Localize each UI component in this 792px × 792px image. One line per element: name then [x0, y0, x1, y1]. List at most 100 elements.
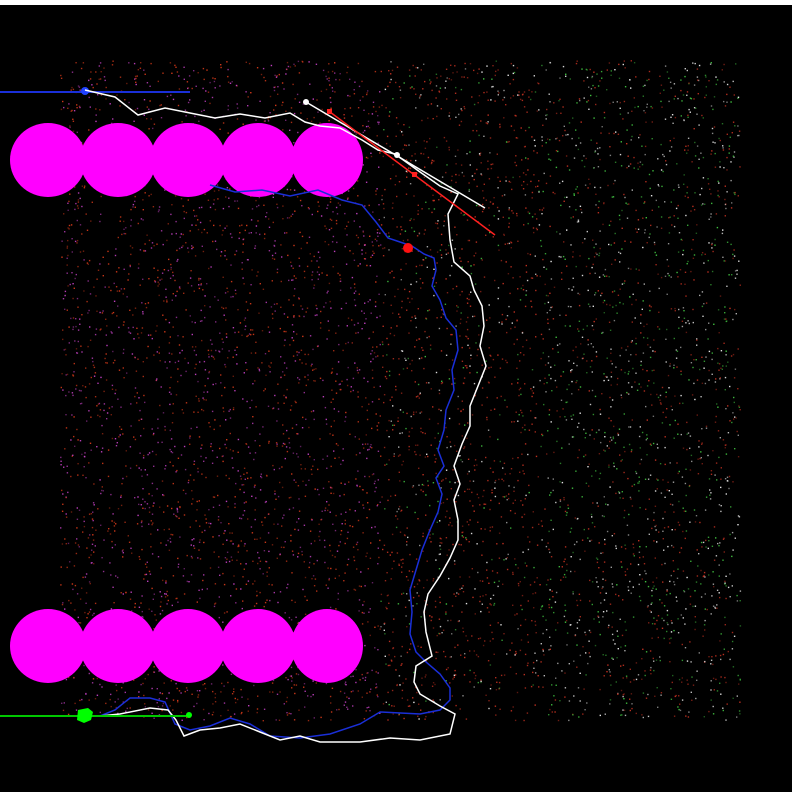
particle — [225, 307, 227, 309]
particle — [183, 445, 186, 448]
particle — [418, 595, 420, 597]
particle — [357, 236, 359, 239]
particle — [201, 206, 203, 209]
particle — [676, 366, 678, 368]
particle — [405, 678, 407, 680]
particle — [660, 227, 663, 229]
particle — [629, 163, 632, 165]
particle — [526, 712, 529, 714]
particle — [709, 63, 712, 65]
particle — [616, 312, 618, 314]
particle — [501, 321, 503, 323]
particle — [415, 93, 417, 95]
particle — [352, 690, 354, 692]
particle — [432, 194, 434, 196]
particle — [440, 108, 442, 110]
particle — [383, 394, 386, 396]
particle — [493, 408, 496, 410]
particle — [383, 247, 386, 249]
particle — [670, 87, 672, 89]
particle — [589, 366, 592, 368]
particle — [347, 317, 350, 319]
particle — [700, 583, 702, 585]
particle — [375, 671, 377, 673]
particle — [78, 86, 81, 88]
particle — [564, 604, 566, 606]
particle — [595, 204, 597, 206]
particle — [610, 376, 613, 378]
particle — [724, 260, 727, 262]
particle — [535, 227, 538, 230]
particle — [723, 81, 725, 83]
particle — [720, 676, 722, 678]
particle — [131, 247, 134, 249]
particle — [345, 342, 347, 345]
particle — [204, 193, 206, 195]
particle — [635, 228, 637, 230]
particle — [564, 416, 566, 418]
particle — [498, 92, 500, 94]
particle — [122, 701, 124, 703]
particle — [84, 452, 86, 454]
particle — [68, 326, 70, 328]
particle — [533, 174, 535, 176]
particle — [369, 235, 371, 237]
particle — [597, 615, 599, 617]
particle — [649, 443, 652, 445]
particle — [288, 508, 291, 511]
particle — [104, 357, 106, 360]
particle — [478, 325, 480, 327]
particle — [732, 549, 734, 551]
particle — [122, 552, 124, 554]
particle — [311, 363, 313, 365]
particle — [321, 108, 323, 111]
particle — [419, 278, 422, 280]
particle — [449, 517, 451, 519]
particle — [729, 136, 731, 138]
particle — [61, 373, 63, 375]
particle — [428, 208, 430, 210]
particle — [604, 375, 607, 378]
particle — [187, 251, 190, 253]
particle — [338, 456, 340, 459]
particle — [226, 287, 228, 289]
particle — [429, 615, 431, 617]
particle — [326, 455, 329, 457]
particle — [703, 574, 705, 577]
particle — [609, 675, 612, 677]
particle — [448, 577, 450, 580]
particle — [156, 243, 158, 245]
particle — [269, 112, 271, 114]
particle — [94, 698, 97, 700]
particle — [298, 621, 300, 624]
particle — [453, 444, 456, 447]
particle — [83, 466, 85, 468]
particle — [77, 463, 79, 465]
particle — [641, 308, 643, 310]
particle — [517, 382, 519, 384]
particle — [88, 410, 90, 412]
particle — [155, 453, 157, 456]
particle — [244, 543, 246, 545]
particle — [521, 332, 524, 334]
particle — [571, 289, 573, 291]
particle — [297, 377, 299, 379]
particle — [411, 86, 413, 88]
particle — [622, 118, 624, 120]
particle — [292, 507, 295, 509]
particle — [701, 442, 703, 444]
particle — [222, 122, 225, 124]
particle — [491, 631, 493, 634]
particle — [60, 566, 62, 568]
particle — [265, 374, 267, 376]
particle — [408, 435, 410, 437]
particle — [468, 524, 470, 526]
particle — [598, 567, 600, 569]
particle — [523, 576, 526, 579]
particle — [585, 432, 587, 434]
particle — [715, 213, 718, 215]
particle — [378, 293, 380, 295]
particle — [450, 488, 452, 490]
particle — [404, 357, 406, 360]
particle — [602, 274, 605, 276]
